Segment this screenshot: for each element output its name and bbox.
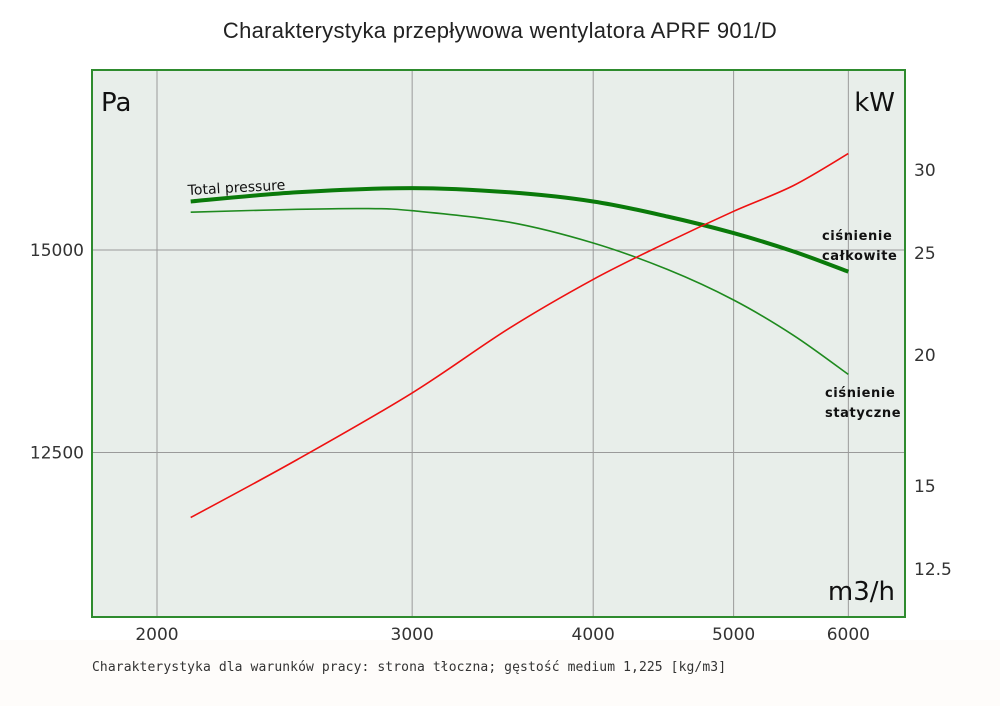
x-tick-label: 4000 bbox=[572, 625, 615, 645]
x-unit-label: m3/h bbox=[828, 577, 895, 607]
plot-area bbox=[92, 70, 905, 617]
y-right-unit-label: kW bbox=[854, 88, 895, 118]
static-pressure-label-line2: statyczne bbox=[825, 406, 901, 421]
y-right-tick-label: 15 bbox=[914, 477, 936, 497]
x-tick-label: 3000 bbox=[391, 625, 434, 645]
y-right-tick-label: 25 bbox=[914, 244, 936, 264]
x-tick-label: 5000 bbox=[712, 625, 755, 645]
y-left-tick-label: 12500 bbox=[30, 443, 84, 463]
series-power bbox=[190, 152, 849, 519]
total-pressure-label-line2: całkowite bbox=[822, 249, 897, 264]
annotations: Total pressure ciśnienie całkowite ciśnieni… bbox=[186, 178, 901, 421]
y-left-unit-label: Pa bbox=[101, 88, 131, 118]
x-tick-label: 6000 bbox=[827, 625, 870, 645]
static-pressure-label-line1: ciśnienie bbox=[825, 386, 895, 401]
total-pressure-label: Total pressure bbox=[186, 178, 285, 199]
y-left-tick-label: 15000 bbox=[30, 241, 84, 261]
chart-title: Charakterystyka przepływowa wentylatora … bbox=[222, 18, 778, 43]
total-pressure-label-line1: ciśnienie bbox=[822, 229, 892, 244]
y-right-tick-label: 12.5 bbox=[914, 560, 952, 580]
y-right-tick-label: 20 bbox=[914, 346, 936, 366]
chart-caption: Charakterystyka dla warunków pracy: stro… bbox=[92, 660, 727, 675]
footer-band bbox=[0, 640, 1000, 706]
tick-labels: 2000 3000 4000 5000 6000 12500 15000 12.5 15 20 25… bbox=[30, 161, 952, 645]
series-group bbox=[190, 152, 850, 519]
series-static-pressure bbox=[190, 207, 849, 376]
y-right-tick-label: 30 bbox=[914, 161, 936, 181]
plot-frame bbox=[91, 69, 906, 618]
series-total-pressure bbox=[190, 186, 850, 274]
x-tick-label: 2000 bbox=[135, 625, 178, 645]
grid bbox=[92, 70, 905, 617]
